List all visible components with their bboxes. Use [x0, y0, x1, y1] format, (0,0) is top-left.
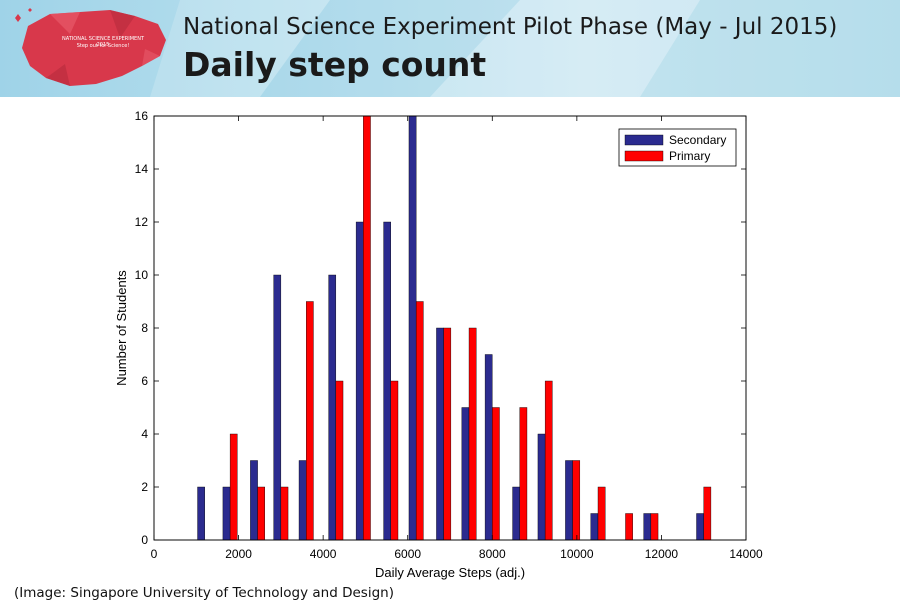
- step-count-histogram: 0 2000 4000 6000 8000 10000 12000 14000 0 2 4 6 8 10 1…: [114, 109, 763, 580]
- bar-secondary: [696, 513, 704, 541]
- y-tick-label: 16: [135, 109, 149, 123]
- legend-swatch-primary: [624, 150, 664, 162]
- x-tick-label: 4000: [310, 547, 337, 561]
- legend-label-primary: Primary: [669, 149, 710, 163]
- bar-secondary: [197, 486, 205, 541]
- y-tick-label: 0: [141, 533, 148, 547]
- image-credit-caption: (Image: Singapore University of Technolo…: [14, 585, 394, 601]
- bar-primary: [572, 460, 581, 541]
- bar-primary: [335, 380, 344, 541]
- bar-primary: [390, 380, 399, 541]
- legend-swatch-secondary: [624, 134, 664, 146]
- x-tick-label: 2000: [225, 547, 252, 561]
- bar-secondary: [484, 354, 493, 541]
- y-tick-label: 14: [135, 162, 149, 176]
- bar-primary: [229, 433, 238, 541]
- bar-primary: [415, 301, 424, 541]
- bar-secondary: [537, 433, 546, 541]
- bar-primary: [468, 327, 477, 541]
- x-axis-label: Daily Average Steps (adj.): [375, 565, 525, 580]
- bar-secondary: [512, 486, 520, 541]
- bar-primary: [597, 486, 606, 541]
- bar-primary: [257, 486, 266, 541]
- bar-secondary: [408, 115, 417, 541]
- x-tick-label: 14000: [729, 547, 763, 561]
- bar-secondary: [436, 327, 444, 541]
- bar-primary: [363, 115, 371, 541]
- bar-secondary: [328, 274, 337, 541]
- bar-primary: [492, 407, 500, 541]
- bar-primary: [625, 513, 633, 541]
- x-tick-label: 0: [151, 547, 158, 561]
- bar-primary: [703, 486, 712, 541]
- bar-secondary: [298, 460, 307, 541]
- x-tick-label: 6000: [394, 547, 421, 561]
- bar-secondary: [565, 460, 573, 541]
- bar-secondary: [273, 274, 282, 541]
- y-tick-label: 8: [141, 321, 148, 335]
- header-banner: NATIONAL SCIENCE EXPERIMENT 2015 Step ou…: [0, 0, 900, 97]
- bar-primary: [280, 486, 289, 541]
- bar-primary: [519, 407, 528, 541]
- logo-text-line1: NATIONAL SCIENCE EXPERIMENT 2015: [61, 36, 145, 48]
- y-tick-label: 4: [141, 427, 148, 441]
- x-tick-label: 10000: [560, 547, 594, 561]
- bar-secondary: [250, 460, 258, 541]
- x-tick-label: 8000: [479, 547, 506, 561]
- singapore-map-logo: [15, 8, 166, 86]
- bar-secondary: [590, 513, 599, 541]
- bar-secondary: [355, 221, 364, 541]
- page-title: National Science Experiment Pilot Phase …: [183, 14, 838, 40]
- logo-text-line2: Step out for Science!: [76, 43, 130, 49]
- y-axis-label: Number of Students: [114, 270, 129, 386]
- page-subtitle: Daily step count: [183, 45, 487, 84]
- bar-secondary: [222, 486, 231, 541]
- bar-primary: [443, 327, 452, 541]
- bar-primary: [650, 513, 659, 541]
- bar-secondary: [461, 407, 470, 541]
- y-tick-label: 2: [141, 480, 148, 494]
- bar-secondary: [383, 221, 392, 541]
- bar-secondary: [643, 513, 652, 541]
- x-tick-label: 12000: [645, 547, 679, 561]
- y-tick-label: 6: [141, 374, 148, 388]
- y-tick-label: 12: [135, 215, 149, 229]
- legend-label-secondary: Secondary: [669, 133, 726, 147]
- y-tick-label: 10: [135, 268, 149, 282]
- bar-primary: [544, 380, 553, 541]
- bar-primary: [306, 301, 314, 541]
- banner-pattern: [150, 0, 900, 97]
